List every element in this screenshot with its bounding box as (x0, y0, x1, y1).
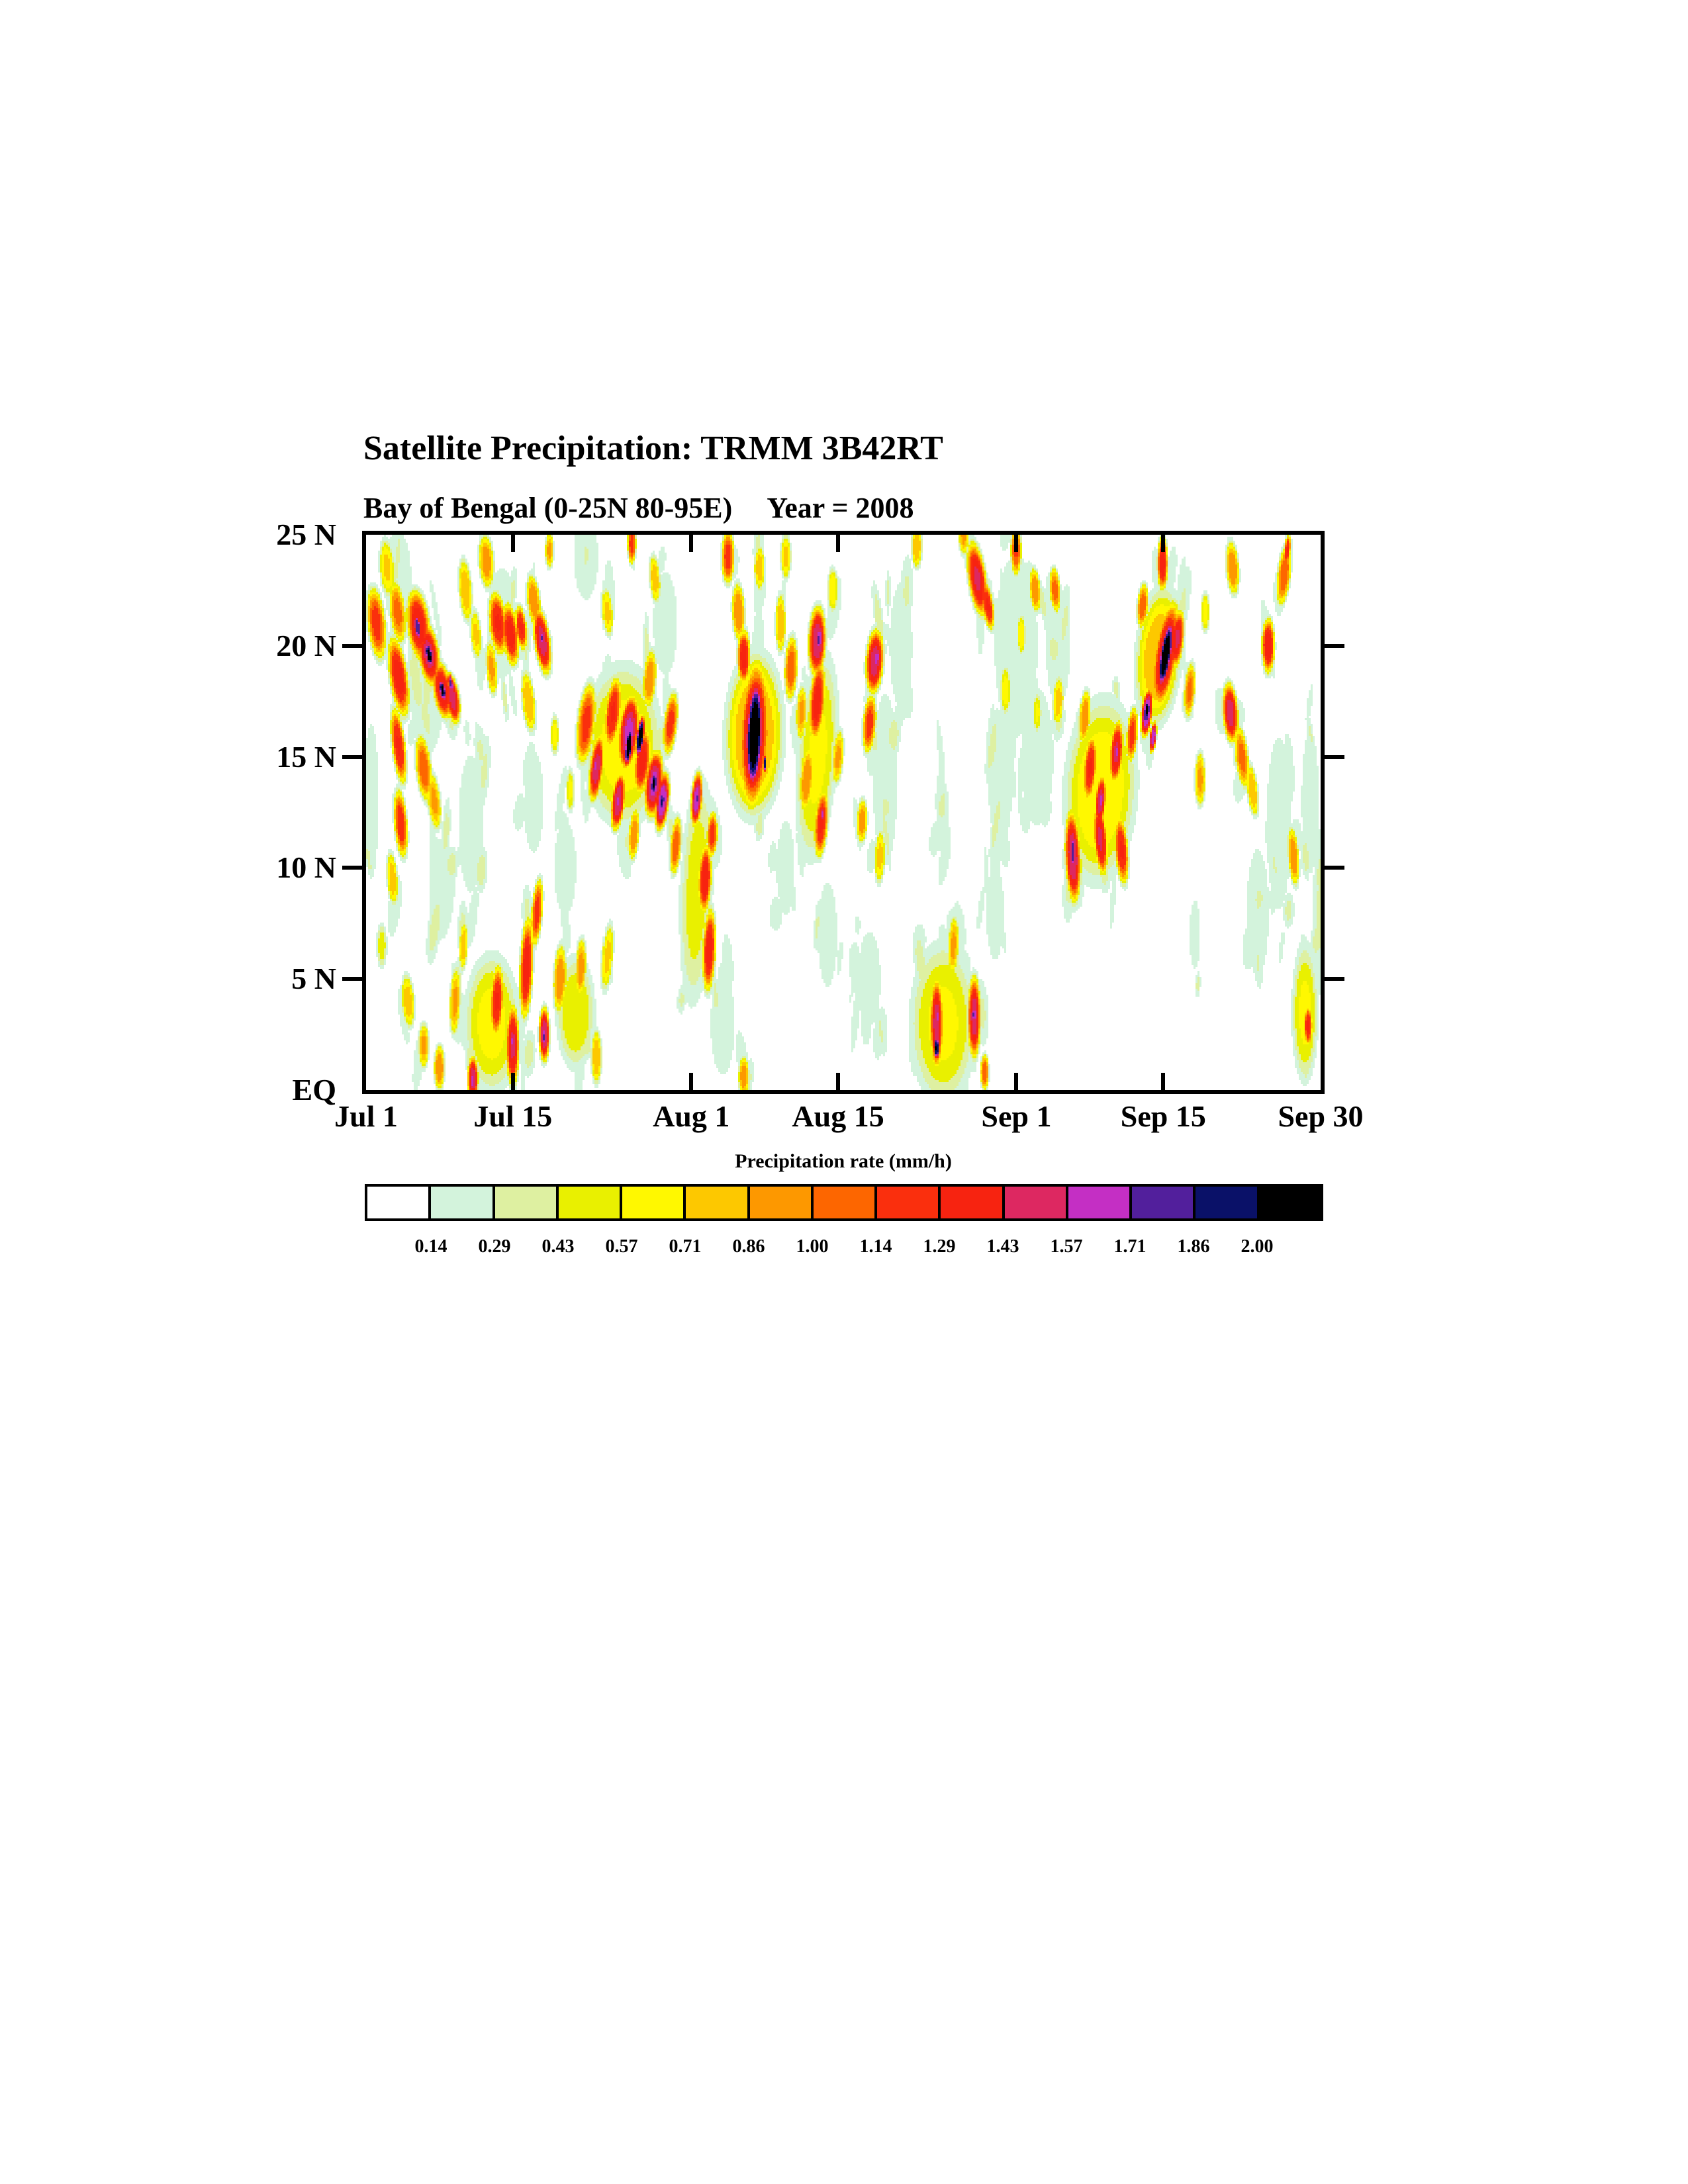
bottom-tick (689, 1073, 694, 1090)
left-tick (342, 754, 362, 759)
right-tick (1325, 977, 1344, 981)
right-tick (1325, 643, 1344, 648)
colorbar-tick-label: 0.57 (605, 1236, 638, 1257)
x-axis-label: Sep 30 (1278, 1099, 1364, 1133)
left-tick (342, 977, 362, 981)
colorbar-tick-label: 1.14 (859, 1236, 892, 1257)
bottom-tick (1161, 1073, 1166, 1090)
chart-subtitle: Bay of Bengal (0-25N 80-95E) Year = 2008 (363, 491, 914, 525)
colorbar-tick-label: 0.29 (478, 1236, 511, 1257)
x-axis-label: Jul 1 (334, 1099, 398, 1133)
subtitle-region: Bay of Bengal (0-25N 80-95E) (363, 492, 733, 524)
right-tick (1325, 754, 1344, 759)
colorbar-cell (428, 1187, 492, 1218)
colorbar-cell (555, 1187, 620, 1218)
y-axis-label: 15 N (276, 739, 336, 774)
x-axis-label: Aug 1 (653, 1099, 730, 1133)
colorbar-title: Precipitation rate (mm/h) (735, 1150, 952, 1172)
y-axis-label: 10 N (276, 850, 336, 885)
top-tick (1014, 535, 1019, 552)
colorbar-tick-label: 0.14 (414, 1236, 447, 1257)
colorbar-tick-label: 1.43 (986, 1236, 1019, 1257)
colorbar-tick-label: 1.57 (1050, 1236, 1083, 1257)
right-tick (1325, 866, 1344, 870)
colorbar-tick-label: 1.29 (923, 1236, 956, 1257)
colorbar-cell (1193, 1187, 1257, 1218)
colorbar-tick-label: 1.71 (1113, 1236, 1147, 1257)
colorbar-cell (683, 1187, 747, 1218)
colorbar-tick-label: 1.86 (1177, 1236, 1210, 1257)
colorbar-cell (492, 1187, 556, 1218)
colorbar-cell (1256, 1187, 1321, 1218)
colorbar-tick-label: 0.43 (541, 1236, 575, 1257)
colorbar-cell (874, 1187, 939, 1218)
colorbar-cell (1065, 1187, 1130, 1218)
subtitle-year: Year = 2008 (767, 492, 914, 524)
left-tick (342, 866, 362, 870)
y-axis-label: EQ (292, 1073, 336, 1107)
chart-title: Satellite Precipitation: TRMM 3B42RT (363, 430, 943, 467)
y-axis-label: 25 N (276, 518, 336, 551)
bottom-tick (836, 1073, 841, 1090)
y-axis-label: 5 N (291, 962, 336, 996)
plot-frame (362, 531, 1325, 1094)
top-tick (689, 535, 694, 552)
bottom-tick (1014, 1073, 1019, 1090)
top-tick (836, 535, 841, 552)
colorbar-cell (938, 1187, 1002, 1218)
top-tick (510, 535, 515, 552)
left-tick (342, 643, 362, 648)
colorbar-cell (1002, 1187, 1066, 1218)
colorbar-tick-label: 2.00 (1241, 1236, 1274, 1257)
colorbar-tick-label: 0.86 (732, 1236, 765, 1257)
x-axis-label: Aug 15 (792, 1099, 884, 1133)
x-axis-label: Jul 15 (473, 1099, 553, 1133)
colorbar-tick-label: 1.00 (796, 1236, 829, 1257)
x-axis-label: Sep 1 (981, 1099, 1052, 1133)
colorbar-cell (620, 1187, 684, 1218)
colorbar-cell (810, 1187, 875, 1218)
x-axis-label: Sep 15 (1120, 1099, 1206, 1133)
colorbar-cell (367, 1187, 429, 1218)
top-tick (1161, 535, 1166, 552)
bottom-tick (510, 1073, 515, 1090)
colorbar-tick-label: 0.71 (669, 1236, 702, 1257)
precipitation-heatmap (366, 535, 1321, 1090)
colorbar (365, 1184, 1323, 1221)
y-axis-label: 20 N (276, 628, 336, 662)
colorbar-cell (1129, 1187, 1194, 1218)
colorbar-cell (747, 1187, 811, 1218)
